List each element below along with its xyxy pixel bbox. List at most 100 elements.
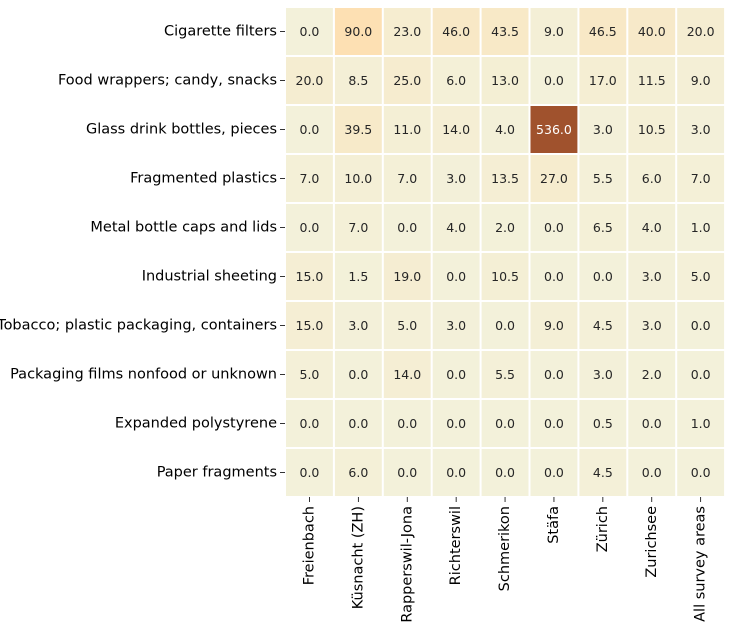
cell-value-label: 10.5: [638, 122, 666, 137]
heatmap-cell: [286, 204, 333, 251]
heatmap-cell: [628, 155, 676, 202]
cell-value-label: 6.5: [593, 220, 613, 235]
heatmap-cell: [628, 8, 676, 55]
cell-value-label: 0.0: [300, 122, 320, 137]
cell-value-label: 90.0: [344, 24, 372, 39]
cell-value-label: 27.0: [540, 171, 568, 186]
cell-value-label: 0.0: [495, 465, 515, 480]
heatmap-cell: [481, 106, 529, 153]
heatmap-cell: [286, 8, 333, 55]
cell-value-label: 7.0: [397, 171, 417, 186]
cell-value-label: 4.0: [642, 220, 662, 235]
cell-value-label: 0.0: [300, 24, 320, 39]
column-label: Richterswil: [448, 506, 464, 585]
cell-value-label: 1.5: [348, 269, 368, 284]
heatmap-cell: [334, 302, 382, 349]
cell-value-label: 5.0: [691, 269, 711, 284]
cell-value-label: 3.0: [593, 367, 613, 382]
heatmap-cell: [383, 57, 431, 104]
heatmap-cell: [579, 400, 627, 447]
heatmap-cell: [286, 449, 333, 496]
cell-value-label: 11.5: [638, 73, 666, 88]
heatmap-cell: [383, 204, 431, 251]
heatmap-cell: [383, 253, 431, 300]
column-label: Rapperswil-Jona: [399, 506, 415, 623]
heatmap-cell: [628, 400, 676, 447]
heatmap-cell: [286, 155, 333, 202]
cell-value-label: 0.0: [544, 465, 564, 480]
cell-value-label: 0.0: [544, 367, 564, 382]
cell-value-label: 3.0: [446, 318, 466, 333]
cell-value-label: 0.0: [446, 465, 466, 480]
heatmap-cell: [334, 204, 382, 251]
heatmap-cell: [286, 400, 333, 447]
heatmap-cell: [432, 302, 480, 349]
cell-value-label: 0.0: [300, 220, 320, 235]
cell-value-label: 13.0: [491, 73, 519, 88]
heatmap-cell: [677, 400, 725, 447]
cell-value-label: 3.0: [348, 318, 368, 333]
cell-value-label: 8.5: [348, 73, 368, 88]
heatmap-cell: [481, 155, 529, 202]
cell-value-label: 23.0: [393, 24, 421, 39]
heatmap-cell: [530, 253, 578, 300]
heatmap-cell: [628, 449, 676, 496]
heatmap-cell: [579, 204, 627, 251]
cell-value-label: 3.0: [691, 122, 711, 137]
cell-value-label: 0.0: [446, 367, 466, 382]
cell-value-label: 2.0: [642, 367, 662, 382]
heatmap-cell: [334, 155, 382, 202]
cell-value-label: 39.5: [344, 122, 372, 137]
column-label: Zürich: [595, 506, 611, 552]
cell-value-label: 0.0: [593, 269, 613, 284]
column-label: Stäfa: [546, 506, 562, 544]
heatmap-cell: [334, 8, 382, 55]
column-label: Freienbach: [301, 506, 317, 585]
heatmap-cell: [677, 253, 725, 300]
heatmap-cell: [677, 302, 725, 349]
heatmap-cell: [530, 302, 578, 349]
cell-value-label: 4.5: [593, 318, 613, 333]
heatmap-cell: [481, 302, 529, 349]
heatmap-cell: [334, 253, 382, 300]
heatmap-cell: [530, 204, 578, 251]
cell-value-label: 6.0: [348, 465, 368, 480]
column-labels: Freienbach Küsnacht (ZH) Rapperswil-Jona Ri…: [301, 497, 709, 623]
heatmap-cell: [579, 302, 627, 349]
heatmap-cell: [481, 8, 529, 55]
heatmap-cell: [677, 155, 725, 202]
cell-value-label: 0.0: [544, 73, 564, 88]
cell-value-label: 0.0: [642, 465, 662, 480]
row-label: Packaging films nonfood or unknown: [10, 367, 277, 383]
heatmap-cell: [628, 57, 676, 104]
cell-value-label: 15.0: [296, 269, 324, 284]
cell-value-label: 20.0: [687, 24, 715, 39]
heatmap-cell: [481, 253, 529, 300]
cell-value-label: 10.5: [491, 269, 519, 284]
heatmap-cell: [579, 351, 627, 398]
heatmap-cell: [579, 155, 627, 202]
heatmap-cell: [334, 449, 382, 496]
cell-value-label: 0.0: [642, 416, 662, 431]
row-label: Cigarette filters: [164, 24, 277, 40]
cell-value-label: 3.0: [593, 122, 613, 137]
heatmap-cell: [530, 400, 578, 447]
heatmap-cell: [383, 400, 431, 447]
row-label: Tobacco; plastic packaging, containers: [0, 318, 277, 334]
heatmap-cell: [530, 449, 578, 496]
cell-value-label: 13.5: [491, 171, 519, 186]
heatmap-cell: [579, 57, 627, 104]
row-label: Glass drink bottles, pieces: [86, 122, 277, 138]
heatmap-cell: [334, 351, 382, 398]
cell-value-label: 15.0: [296, 318, 324, 333]
heatmap-cell: [628, 351, 676, 398]
heatmap-cell: [579, 8, 627, 55]
cell-value-label: 4.0: [495, 122, 515, 137]
cell-value-label: 0.0: [495, 318, 515, 333]
heatmap-cell: [334, 106, 382, 153]
cell-value-label: 0.0: [495, 416, 515, 431]
cell-value-label: 0.0: [691, 367, 711, 382]
cell-value-label: 20.0: [296, 73, 324, 88]
cell-value-label: 9.0: [691, 73, 711, 88]
heatmap-cell: [286, 302, 333, 349]
